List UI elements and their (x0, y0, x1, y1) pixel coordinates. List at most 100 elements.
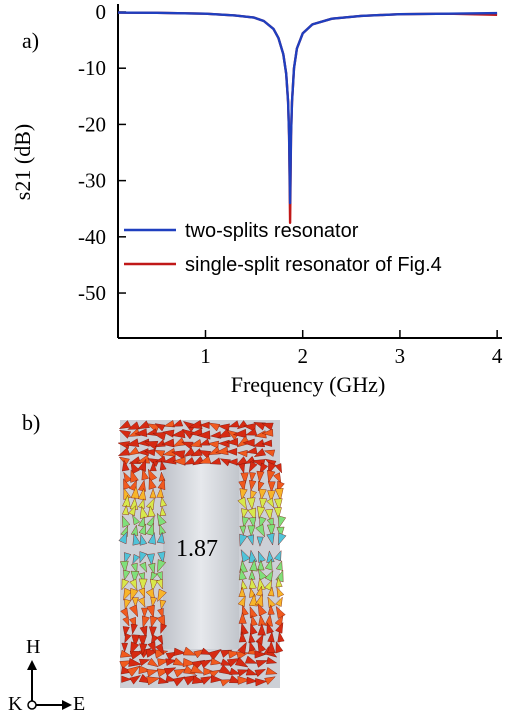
current-arrow (259, 497, 268, 510)
current-arrow (127, 421, 140, 430)
current-arrow (118, 429, 132, 439)
current-arrow (220, 658, 232, 666)
current-arrow (172, 456, 186, 466)
current-arrow (130, 461, 140, 475)
current-arrow (183, 456, 196, 465)
current-arrow (155, 634, 164, 645)
current-arrow (240, 549, 251, 563)
current-arrow (226, 429, 240, 441)
current-arrow (265, 667, 278, 675)
current-arrow (264, 579, 273, 591)
current-arrow (227, 458, 238, 466)
chart-ticks: 1 2 3 4 0 -10 -20 -30 -40 -50 (78, 0, 503, 368)
current-arrow (257, 506, 266, 520)
current-arrow (148, 477, 157, 490)
current-arrow (236, 435, 251, 448)
current-arrow (275, 596, 283, 607)
current-arrow (257, 559, 265, 571)
current-arrow (249, 479, 257, 492)
current-arrow (156, 512, 167, 527)
current-arrow (246, 497, 256, 511)
current-arrow (237, 641, 247, 655)
current-arrow (183, 447, 196, 458)
current-arrow (146, 676, 161, 686)
current-arrow (274, 463, 282, 474)
current-arrow (273, 507, 282, 520)
current-arrow (121, 459, 130, 472)
chart-axes (117, 4, 502, 339)
simulation-inner-hole (163, 463, 239, 649)
x-tick-label: 4 (492, 344, 503, 368)
current-arrow (220, 679, 232, 687)
current-arrow (120, 607, 129, 620)
current-arrow (123, 569, 131, 581)
current-arrow (245, 428, 258, 436)
current-arrow (245, 446, 258, 455)
current-arrow (149, 461, 157, 472)
current-arrow (259, 516, 267, 529)
current-arrow (239, 488, 248, 501)
current-arrow (258, 550, 266, 563)
current-arrow (196, 430, 211, 440)
current-arrow (129, 604, 139, 618)
current-arrow (128, 505, 136, 516)
current-arrow (226, 437, 239, 447)
current-arrow (120, 649, 133, 658)
current-arrow (157, 608, 164, 619)
current-arrow (237, 669, 249, 677)
current-arrow (263, 449, 276, 457)
y-tick-label: -50 (78, 281, 106, 305)
current-arrow (264, 558, 273, 571)
current-arrow (146, 604, 155, 619)
current-arrow (275, 641, 284, 654)
current-arrow (130, 641, 140, 655)
current-arrow (138, 635, 147, 648)
current-arrow (274, 498, 283, 512)
current-arrow (124, 598, 132, 610)
current-arrow (141, 607, 149, 619)
current-arrow (182, 646, 197, 656)
current-arrow (253, 422, 266, 431)
legend-entry: two-splits resonator (185, 220, 359, 242)
current-arrow (139, 561, 147, 573)
current-arrow (190, 664, 204, 674)
current-arrow (246, 534, 255, 546)
current-arrow (124, 633, 132, 644)
current-arrow (181, 428, 195, 440)
current-arrow (232, 428, 247, 439)
current-arrow (246, 676, 259, 685)
current-arrow (238, 480, 246, 493)
current-arrow (157, 477, 166, 491)
current-arrow (241, 516, 250, 528)
y-tick-label: -40 (78, 225, 106, 249)
current-arrow (130, 562, 138, 574)
y-tick-label: -20 (78, 112, 106, 136)
current-arrow (137, 516, 146, 528)
current-arrow (127, 446, 140, 456)
axis-e-label: E (73, 693, 86, 715)
current-arrow (121, 675, 132, 683)
current-arrow (130, 570, 140, 584)
current-arrow (117, 447, 131, 457)
panel-label-b: b) (22, 410, 41, 435)
current-arrow (218, 664, 233, 676)
current-arrow (172, 419, 184, 427)
current-arrow (147, 562, 156, 575)
current-arrow (147, 531, 156, 545)
current-arrow (138, 578, 148, 592)
current-arrow (157, 588, 167, 603)
current-arrow (159, 460, 167, 471)
current-arrow (173, 647, 187, 656)
current-arrow (159, 506, 167, 517)
current-arrow (237, 496, 247, 510)
current-arrow (149, 626, 157, 639)
current-arrow (274, 614, 284, 627)
current-arrow (249, 640, 256, 652)
current-arrow (225, 448, 238, 456)
x-tick-label: 3 (395, 344, 406, 368)
current-arrow (219, 458, 231, 467)
current-arrow (122, 504, 129, 516)
current-arrow (163, 420, 175, 428)
current-arrow (228, 420, 240, 428)
current-arrow (266, 497, 275, 509)
